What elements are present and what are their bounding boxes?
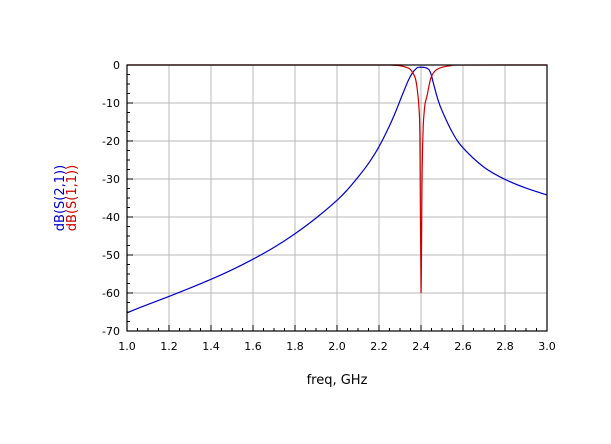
x-axis-title: freq, GHz	[307, 373, 368, 388]
y-tick-label: 0	[113, 59, 120, 72]
series-line-s21	[126, 66, 548, 314]
x-tick-label: 1.0	[118, 340, 136, 353]
x-tick-label: 2.2	[370, 340, 388, 353]
y-tick-label: -30	[102, 173, 120, 186]
y-tick-label: -50	[102, 249, 120, 262]
tick-labels: 1.0 1.2 1.4 1.6 1.8 2.0 2.2 2.4 2.6 2.8 3.0 0 -10 -20…	[102, 59, 556, 353]
x-tick-label: 2.0	[328, 340, 346, 353]
series-layer	[126, 64, 548, 314]
y-tick-label: -20	[102, 135, 120, 148]
y-tick-label: -40	[102, 211, 120, 224]
y-axis-title: dB(S(2,1))dB(S(1,1))	[53, 165, 80, 231]
grid	[127, 65, 547, 331]
y-axis-title-line: dB(S(1,1))	[65, 165, 80, 231]
x-tick-label: 2.8	[496, 340, 514, 353]
x-tick-label: 1.6	[244, 340, 262, 353]
y-tick-label: -70	[102, 325, 120, 338]
x-tick-label: 1.8	[286, 340, 304, 353]
x-tick-label: 2.6	[454, 340, 472, 353]
x-tick-label: 1.4	[202, 340, 220, 353]
y-tick-label: -60	[102, 287, 120, 300]
ticks	[126, 64, 548, 332]
y-tick-label: -10	[102, 97, 120, 110]
x-tick-label: 2.4	[412, 340, 430, 353]
series-line-s11	[126, 64, 548, 293]
x-tick-label: 1.2	[160, 340, 178, 353]
x-tick-label: 3.0	[538, 340, 556, 353]
y-axis-title-line: dB(S(2,1))	[53, 165, 68, 231]
